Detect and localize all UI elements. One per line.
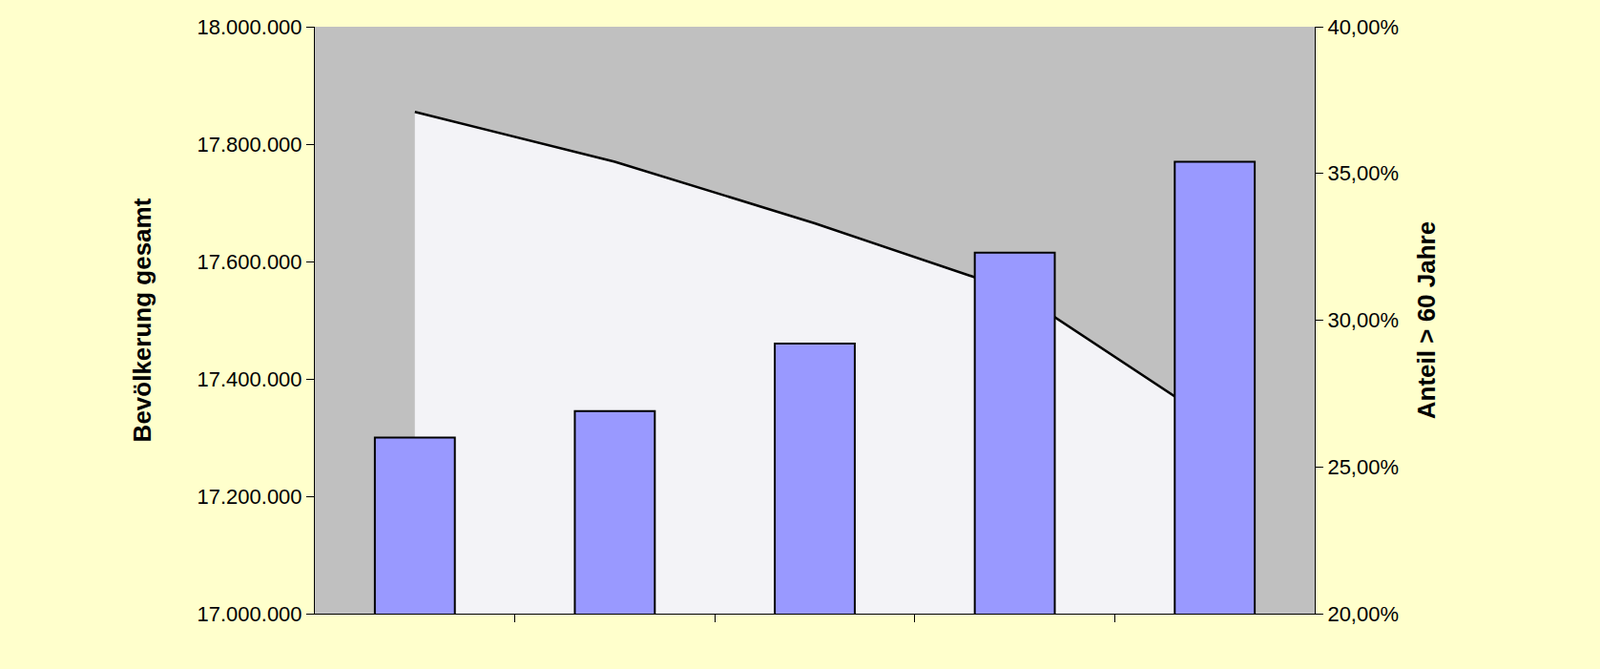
svg-text:Bevölkerung gesamt: Bevölkerung gesamt: [127, 197, 157, 442]
svg-text:40,00%: 40,00%: [1327, 15, 1399, 40]
svg-text:17.000.000: 17.000.000: [196, 602, 302, 626]
svg-text:35,00%: 35,00%: [1327, 161, 1399, 186]
svg-text:17.800.000: 17.800.000: [196, 132, 302, 157]
svg-text:17.400.000: 17.400.000: [196, 367, 302, 392]
svg-text:Anteil > 60 Jahre: Anteil > 60 Jahre: [1412, 221, 1441, 419]
svg-text:17.600.000: 17.600.000: [196, 249, 302, 274]
svg-text:30,00%: 30,00%: [1327, 308, 1399, 333]
svg-text:20,00%: 20,00%: [1327, 602, 1399, 626]
svg-text:25,00%: 25,00%: [1327, 455, 1399, 479]
svg-text:18.000.000: 18.000.000: [196, 15, 302, 40]
svg-text:17.200.000: 17.200.000: [196, 484, 302, 509]
